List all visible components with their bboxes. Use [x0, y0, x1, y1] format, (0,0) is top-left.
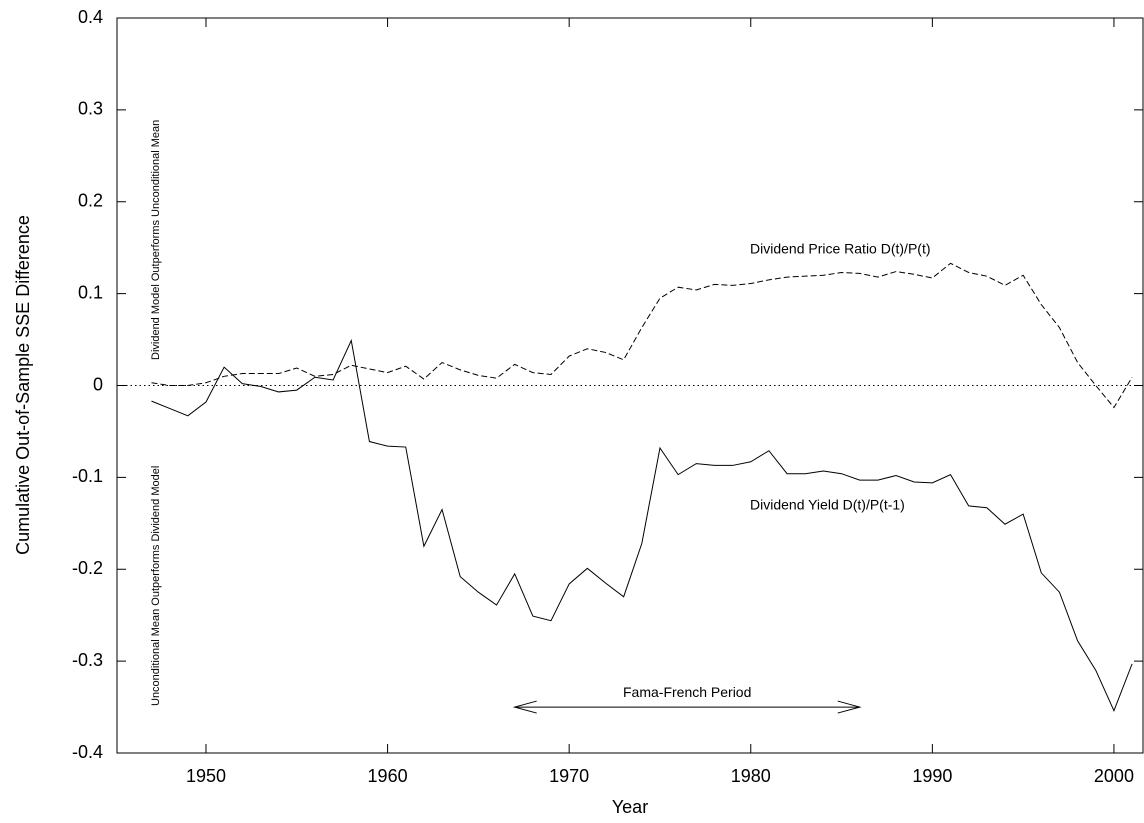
- series-line: [151, 262, 1133, 409]
- arrow-head: [512, 700, 537, 714]
- x-tick-label: 1970: [549, 766, 589, 786]
- region-label: Dividend Model Outperforms Unconditional…: [150, 120, 162, 360]
- x-axis-label: Year: [612, 797, 648, 817]
- y-tick-label: 0.3: [78, 99, 103, 119]
- series-label: Dividend Yield D(t)/P(t-1): [750, 497, 905, 513]
- series-label: Dividend Price Ratio D(t)/P(t): [750, 241, 931, 257]
- arrow-head: [837, 700, 862, 714]
- y-tick-label: -0.1: [72, 466, 103, 486]
- series-line: [151, 338, 1133, 713]
- y-tick-label: 0.4: [78, 7, 103, 27]
- region-label: Unconditional Mean Outperforms Dividend …: [150, 466, 162, 706]
- y-tick-label: 0.2: [78, 191, 103, 211]
- y-tick-label: -0.2: [72, 558, 103, 578]
- x-tick-label: 1960: [368, 766, 408, 786]
- period-label: Fama-French Period: [623, 684, 751, 700]
- y-tick-label: 0.1: [78, 282, 103, 302]
- x-tick-label: 1990: [912, 766, 952, 786]
- y-tick-label: -0.4: [72, 742, 103, 762]
- x-tick-label: 1980: [731, 766, 771, 786]
- x-tick-label: 2000: [1094, 766, 1134, 786]
- y-axis-label: Cumulative Out-of-Sample SSE Difference: [13, 215, 33, 555]
- y-tick-label: 0: [93, 374, 103, 394]
- y-tick-label: -0.3: [72, 650, 103, 670]
- x-tick-label: 1950: [186, 766, 226, 786]
